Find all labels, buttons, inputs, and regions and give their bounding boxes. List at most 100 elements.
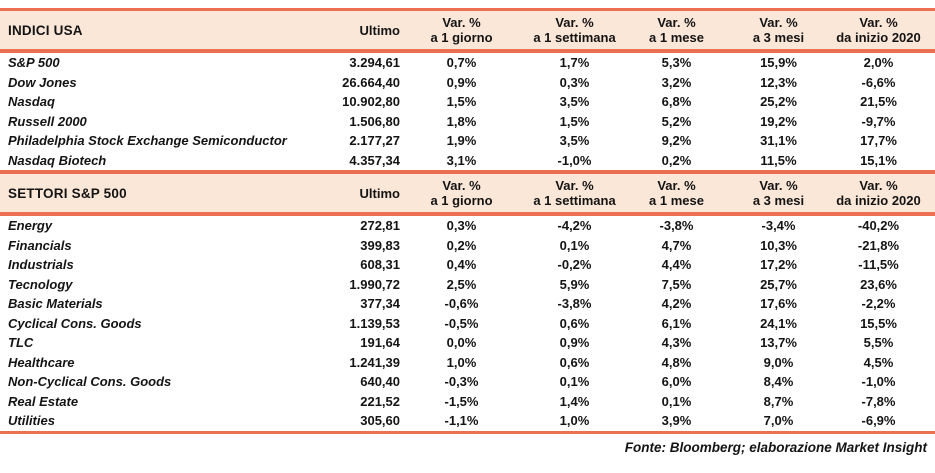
var-3-mesi-value: 25,7%	[760, 276, 797, 292]
var-1-giorno-value: 1,5%	[446, 94, 477, 110]
column-header-var-inizio-2020: Var. % da inizio 2020	[830, 178, 927, 208]
var-3-mesi-value: 9,0%	[763, 354, 794, 370]
var-1-giorno-value: 0,3%	[446, 218, 477, 234]
var-inizio-2020-value: 21,5%	[860, 94, 897, 110]
var-period: a 1 mese	[649, 193, 704, 208]
var-inizio-2020-value: 4,5%	[863, 354, 894, 370]
column-header-var-1-mese: Var. % a 1 mese	[626, 15, 727, 45]
table-row: Nasdaq Biotech 4.357,34 3,1% -1,0% 0,2% …	[0, 151, 935, 171]
var-1-mese-value: 4,8%	[661, 354, 692, 370]
var-label: Var. %	[442, 178, 481, 193]
table-row: Healthcare 1.241,39 1,0% 0,6% 4,8% 9,0% …	[0, 353, 935, 373]
var-inizio-2020-value: -11,5%	[858, 257, 899, 273]
var-1-settimana-value: 3,5%	[559, 133, 590, 149]
ultimo-value: 399,83	[360, 237, 400, 253]
table-row: S&P 500 3.294,61 0,7% 1,7% 5,3% 15,9% 2,…	[0, 53, 935, 73]
var-1-mese-value: 4,2%	[661, 296, 692, 312]
row-label: Non-Cyclical Cons. Goods	[8, 374, 172, 390]
var-1-mese-value: 6,8%	[661, 94, 692, 110]
var-3-mesi-value: 8,4%	[763, 374, 794, 390]
var-1-mese-value: 0,1%	[661, 393, 692, 409]
var-1-settimana-value: 5,9%	[559, 276, 590, 292]
var-1-giorno-value: 0,7%	[446, 55, 477, 71]
row-label: Dow Jones	[8, 74, 77, 90]
var-inizio-2020-value: -7,8%	[861, 393, 896, 409]
var-1-giorno-value: 1,0%	[446, 354, 477, 370]
table-row: Utilities 305,60 -1,1% 1,0% 3,9% 7,0% -6…	[0, 411, 935, 431]
var-1-settimana-value: 0,9%	[559, 335, 590, 351]
var-3-mesi-value: 8,7%	[763, 393, 794, 409]
table-row: Dow Jones 26.664,40 0,9% 0,3% 3,2% 12,3%…	[0, 73, 935, 93]
row-label: Utilities	[8, 413, 55, 429]
var-period: da inizio 2020	[836, 193, 921, 208]
var-1-mese-value: 5,3%	[661, 55, 692, 71]
var-3-mesi-value: 17,2%	[760, 257, 797, 273]
var-label: Var. %	[555, 15, 594, 30]
table-row: Cyclical Cons. Goods 1.139,53 -0,5% 0,6%…	[0, 314, 935, 334]
section-title: INDICI USA	[8, 22, 83, 38]
ultimo-value: 1.139,53	[349, 315, 400, 331]
var-inizio-2020-value: -1,0%	[861, 374, 896, 390]
row-label: Energy	[8, 218, 53, 234]
header-divider	[0, 212, 935, 216]
var-1-mese-value: 5,2%	[661, 113, 692, 129]
var-3-mesi-value: 12,3%	[760, 74, 797, 90]
row-label: Tecnology	[8, 276, 73, 292]
header-divider	[0, 49, 935, 53]
var-3-mesi-value: 31,1%	[760, 133, 797, 149]
var-1-giorno-value: -0,3%	[444, 374, 479, 390]
row-label: Nasdaq	[8, 94, 55, 110]
market-report-table: INDICI USA Ultimo Var. % a 1 giorno Var.…	[0, 8, 935, 455]
var-1-giorno-value: 1,8%	[446, 113, 477, 129]
var-1-settimana-value: 0,1%	[559, 374, 590, 390]
ultimo-value: 26.664,40	[342, 74, 400, 90]
row-label: Cyclical Cons. Goods	[8, 315, 142, 331]
ultimo-value: 221,52	[360, 393, 400, 409]
var-1-giorno-value: 2,5%	[446, 276, 477, 292]
var-1-giorno-value: 0,4%	[446, 257, 477, 273]
table-row: Philadelphia Stock Exchange Semiconducto…	[0, 131, 935, 151]
var-inizio-2020-value: -2,2%	[861, 296, 896, 312]
row-label: Real Estate	[8, 393, 79, 409]
var-inizio-2020-value: 5,5%	[863, 335, 894, 351]
ultimo-value: 305,60	[360, 413, 400, 429]
var-3-mesi-value: 7,0%	[763, 413, 794, 429]
ultimo-value: 10.902,80	[342, 94, 400, 110]
table-row: Basic Materials 377,34 -0,6% -3,8% 4,2% …	[0, 294, 935, 314]
var-1-giorno-value: -0,5%	[444, 315, 479, 331]
var-period: a 3 mesi	[752, 193, 805, 208]
var-1-mese-value: -3,8%	[659, 218, 694, 234]
column-header-ultimo: Ultimo	[359, 22, 400, 38]
var-1-settimana-value: 1,0%	[559, 413, 590, 429]
var-1-settimana-value: 1,5%	[559, 113, 590, 129]
var-1-mese-value: 3,9%	[661, 413, 692, 429]
section-title: SETTORI S&P 500	[8, 185, 127, 201]
var-1-settimana-value: 1,4%	[559, 393, 590, 409]
var-1-settimana-value: 0,1%	[559, 237, 590, 253]
column-header-var-inizio-2020: Var. % da inizio 2020	[830, 15, 927, 45]
ultimo-value: 377,34	[360, 296, 400, 312]
column-header-var-1-settimana: Var. % a 1 settimana	[523, 15, 626, 45]
table-row: Non-Cyclical Cons. Goods 640,40 -0,3% 0,…	[0, 372, 935, 392]
var-3-mesi-value: 10,3%	[760, 237, 797, 253]
column-header-var-1-settimana: Var. % a 1 settimana	[523, 178, 626, 208]
indici-usa-rows: S&P 500 3.294,61 0,7% 1,7% 5,3% 15,9% 2,…	[0, 53, 935, 170]
table-row: Industrials 608,31 0,4% -0,2% 4,4% 17,2%…	[0, 255, 935, 275]
var-1-mese-value: 0,2%	[661, 152, 692, 168]
var-inizio-2020-value: -6,9%	[861, 413, 896, 429]
var-1-giorno-value: -0,6%	[444, 296, 479, 312]
var-period: a 1 settimana	[533, 30, 616, 45]
var-label: Var. %	[555, 178, 594, 193]
column-header-var-1-mese: Var. % a 1 mese	[626, 178, 727, 208]
var-inizio-2020-value: 15,5%	[860, 315, 897, 331]
var-1-settimana-value: -3,8%	[557, 296, 592, 312]
table-row: Financials 399,83 0,2% 0,1% 4,7% 10,3% -…	[0, 236, 935, 256]
var-1-mese-value: 4,4%	[661, 257, 692, 273]
var-1-settimana-value: 1,7%	[559, 55, 590, 71]
var-1-mese-value: 6,1%	[661, 315, 692, 331]
var-1-settimana-value: -4,2%	[557, 218, 592, 234]
table-row: Russell 2000 1.506,80 1,8% 1,5% 5,2% 19,…	[0, 112, 935, 132]
ultimo-value: 2.177,27	[349, 133, 400, 149]
row-label: Philadelphia Stock Exchange Semiconducto…	[8, 133, 287, 149]
var-1-settimana-value: -1,0%	[557, 152, 592, 168]
